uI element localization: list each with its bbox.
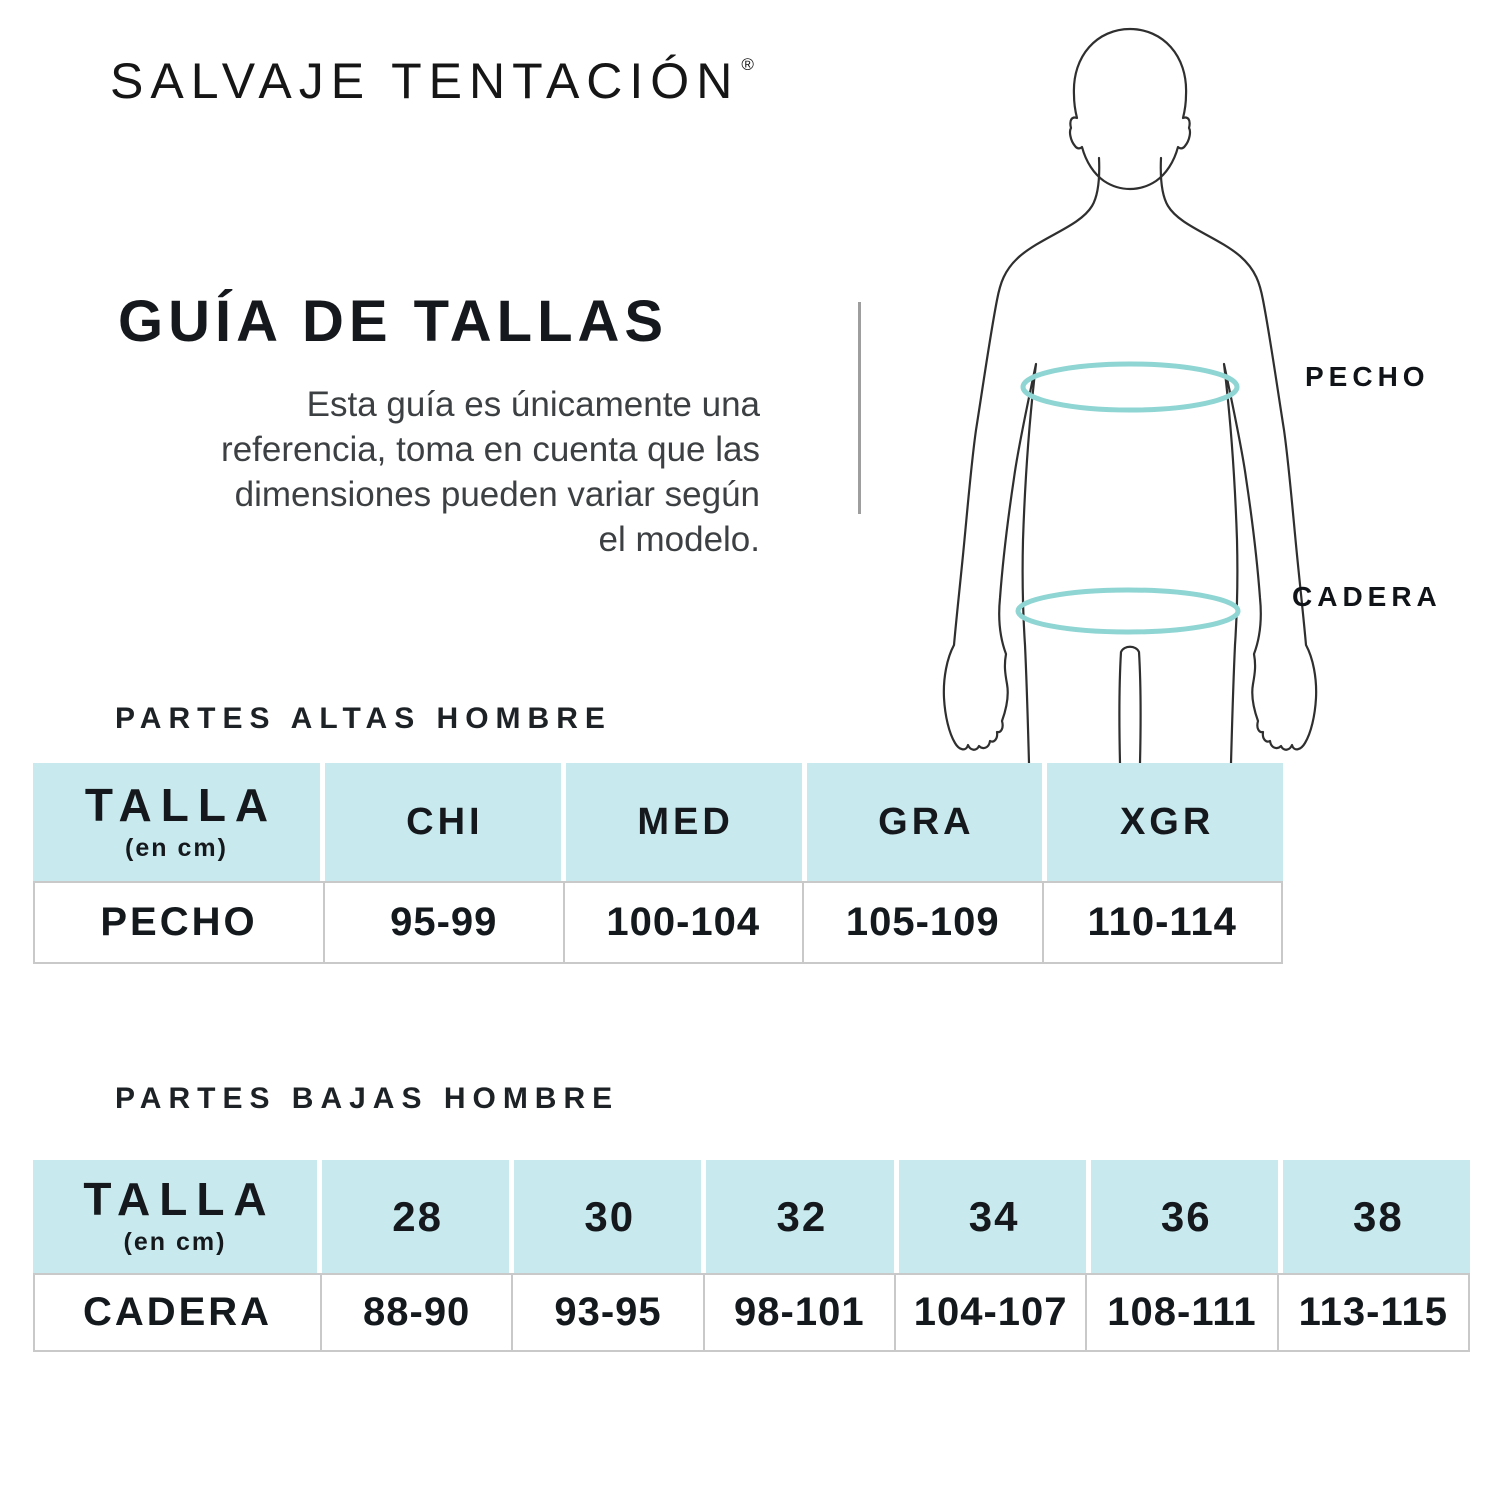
cadera-value-28: 88-90 bbox=[320, 1275, 512, 1350]
tops-table-data-row: PECHO 95-99 100-104 105-109 110-114 bbox=[33, 881, 1283, 964]
intro-line-4: el modelo. bbox=[598, 520, 760, 559]
column-header-32: 32 bbox=[706, 1160, 894, 1273]
cadera-value-36: 108-111 bbox=[1085, 1275, 1277, 1350]
tops-table-header-row: TALLA (en cm) CHI MED GRA XGR bbox=[33, 763, 1283, 881]
tops-size-table: TALLA (en cm) CHI MED GRA XGR PECHO 95-9… bbox=[33, 763, 1283, 964]
hip-label: CADERA bbox=[1292, 581, 1442, 612]
right-body-outline bbox=[1159, 156, 1318, 763]
intro-description: Esta guía es únicamente una referencia, … bbox=[88, 382, 760, 562]
size-header-cell: TALLA (en cm) bbox=[33, 763, 320, 881]
row-label-pecho: PECHO bbox=[35, 883, 323, 962]
section-title-bottoms: PARTES BAJAS HOMBRE bbox=[115, 1082, 620, 1115]
section-title-tops: PARTES ALTAS HOMBRE bbox=[115, 702, 612, 735]
column-header-38: 38 bbox=[1282, 1160, 1470, 1273]
chest-label: PECHO bbox=[1305, 361, 1430, 392]
brand-logo: SALVAJE TENTACIÓN ® bbox=[110, 52, 754, 110]
column-header-34: 34 bbox=[898, 1160, 1086, 1273]
column-header-28: 28 bbox=[322, 1160, 510, 1273]
chest-measure-line bbox=[1020, 361, 1240, 413]
intro-line-1: Esta guía es únicamente una bbox=[306, 385, 760, 424]
size-header-unit: (en cm) bbox=[123, 1228, 227, 1256]
head-outline bbox=[1068, 27, 1192, 191]
column-header-chi: CHI bbox=[325, 763, 561, 881]
cadera-value-30: 93-95 bbox=[511, 1275, 703, 1350]
row-label-cadera: CADERA bbox=[35, 1275, 320, 1350]
male-body-outline-illustration bbox=[942, 27, 1318, 763]
bottoms-size-table: TALLA (en cm) 28 30 32 34 36 38 CADERA 8… bbox=[33, 1160, 1470, 1352]
size-header-label: TALLA bbox=[84, 778, 278, 831]
bottoms-table-header-row: TALLA (en cm) 28 30 32 34 36 38 bbox=[33, 1160, 1470, 1273]
brand-name: SALVAJE TENTACIÓN bbox=[110, 53, 740, 109]
intro-line-2: referencia, toma en cuenta que las bbox=[221, 430, 760, 469]
intro-line-3: dimensiones pueden variar según bbox=[234, 475, 760, 514]
hip-measure-line bbox=[1015, 587, 1241, 635]
column-header-30: 30 bbox=[514, 1160, 702, 1273]
registered-trademark-icon: ® bbox=[741, 55, 754, 74]
size-header-label: TALLA bbox=[83, 1173, 276, 1225]
pecho-value-chi: 95-99 bbox=[323, 883, 563, 962]
column-header-36: 36 bbox=[1090, 1160, 1278, 1273]
pecho-value-med: 100-104 bbox=[562, 883, 802, 962]
bottoms-table-data-row: CADERA 88-90 93-95 98-101 104-107 108-11… bbox=[33, 1273, 1470, 1352]
pecho-value-gra: 105-109 bbox=[802, 883, 1042, 962]
column-header-xgr: XGR bbox=[1047, 763, 1283, 881]
page-title: GUÍA DE TALLAS bbox=[118, 289, 669, 354]
column-header-gra: GRA bbox=[806, 763, 1043, 881]
vertical-divider bbox=[858, 302, 861, 514]
size-header-unit: (en cm) bbox=[125, 833, 228, 862]
inner-legs-outline bbox=[1118, 645, 1142, 763]
left-body-outline bbox=[942, 156, 1101, 763]
cadera-value-34: 104-107 bbox=[893, 1275, 1086, 1350]
body-figure bbox=[935, 18, 1365, 763]
pecho-value-xgr: 110-114 bbox=[1041, 883, 1281, 962]
size-header-cell: TALLA (en cm) bbox=[33, 1160, 317, 1273]
cadera-value-32: 98-101 bbox=[702, 1275, 894, 1350]
column-header-med: MED bbox=[565, 763, 802, 881]
cadera-value-38: 113-115 bbox=[1276, 1275, 1468, 1350]
